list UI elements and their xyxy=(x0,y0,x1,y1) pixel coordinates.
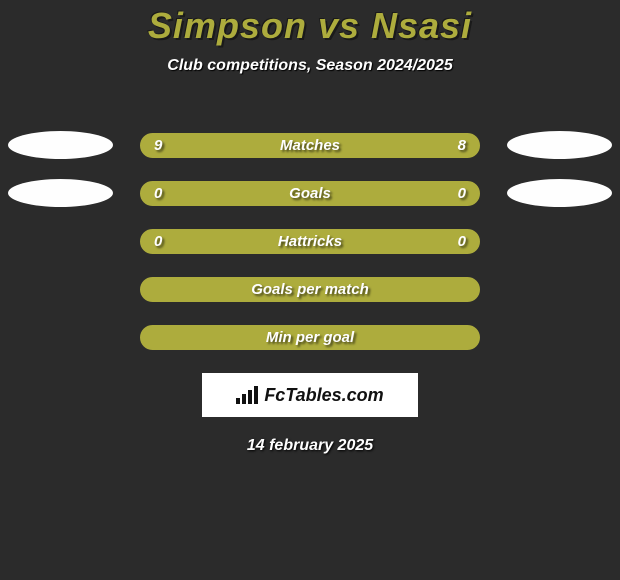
stat-row-mpg: Min per goal xyxy=(0,323,620,351)
stat-row-hattricks: 0 Hattricks 0 xyxy=(0,227,620,255)
marker-left-goals xyxy=(8,179,113,207)
bars-icon xyxy=(236,386,258,404)
page-title: Simpson vs Nsasi xyxy=(148,5,472,47)
stat-right-value: 0 xyxy=(458,233,466,250)
stat-pill-goals: 0 Goals 0 xyxy=(140,181,480,206)
stat-row-gpm: Goals per match xyxy=(0,275,620,303)
brand-text: FcTables.com xyxy=(264,385,383,406)
stat-left-value: 9 xyxy=(154,137,162,154)
marker-left-matches xyxy=(8,131,113,159)
stat-right-value: 0 xyxy=(458,185,466,202)
stat-label: Hattricks xyxy=(278,233,342,250)
marker-right-goals xyxy=(507,179,612,207)
stat-left-value: 0 xyxy=(154,233,162,250)
marker-right-matches xyxy=(507,131,612,159)
stat-label: Goals per match xyxy=(251,281,369,298)
stat-row-matches: 9 Matches 8 xyxy=(0,131,620,159)
brand-logo[interactable]: FcTables.com xyxy=(202,373,418,417)
stat-label: Min per goal xyxy=(266,329,354,346)
stat-label: Matches xyxy=(280,137,340,154)
stat-pill-hattricks: 0 Hattricks 0 xyxy=(140,229,480,254)
stat-left-value: 0 xyxy=(154,185,162,202)
snapshot-date: 14 february 2025 xyxy=(247,437,373,455)
subtitle: Club competitions, Season 2024/2025 xyxy=(167,57,452,75)
stat-right-value: 8 xyxy=(458,137,466,154)
stats-block: 9 Matches 8 0 Goals 0 0 Hattricks 0 xyxy=(0,113,620,351)
stat-pill-mpg: Min per goal xyxy=(140,325,480,350)
stat-row-goals: 0 Goals 0 xyxy=(0,179,620,207)
stat-pill-matches: 9 Matches 8 xyxy=(140,133,480,158)
stat-pill-gpm: Goals per match xyxy=(140,277,480,302)
stat-label: Goals xyxy=(289,185,331,202)
